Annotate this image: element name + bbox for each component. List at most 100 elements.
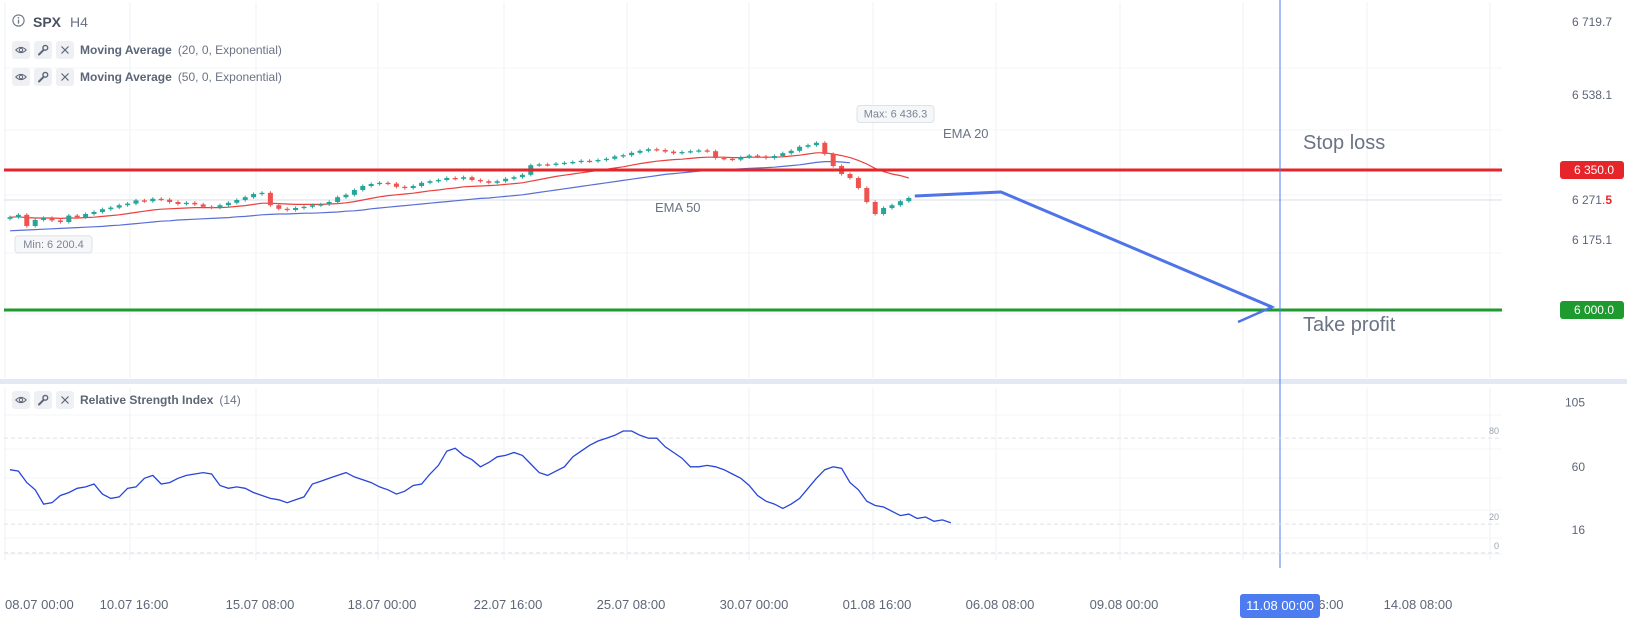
candle [7,217,13,219]
candle [242,197,248,200]
candle [763,156,769,158]
ema20-line [9,152,909,220]
candle [721,158,727,160]
wrench-icon[interactable] [34,391,52,409]
x-tick-label: 08.07 00:00 [5,597,74,612]
y-tick-label: 6 719.7 [1572,15,1612,29]
indicator-name: Relative Strength Index [80,393,214,407]
candle [897,201,903,206]
candle [141,200,147,202]
take-profit-price-tag: 6 000.0 [1574,303,1614,317]
current-price-label: 6 271.5 [1572,193,1612,207]
candle [805,145,811,147]
candle [830,154,836,166]
candle [822,142,828,154]
candle [679,152,685,154]
symbol-header: SPX H4 [12,13,88,31]
candle [293,208,299,210]
wrench-icon[interactable] [34,68,52,86]
candle [410,186,416,188]
candle [595,160,601,162]
ema50-label: EMA 50 [655,200,701,215]
candle [797,146,803,151]
candle [209,206,215,209]
rsi-level-label: 80 [1489,426,1499,436]
candle [561,162,567,165]
eye-icon[interactable] [12,391,30,409]
candle [587,160,593,163]
ema20-label: EMA 20 [943,126,989,141]
candle [729,158,735,161]
rsi-level-label: 0 [1494,541,1499,551]
x-tick-label: 22.07 16:00 [474,597,543,612]
candle [133,200,139,204]
eye-icon[interactable] [12,68,30,86]
candle [301,206,307,209]
candle [200,204,206,207]
candle [91,212,97,214]
min-label-box [14,235,93,254]
eye-icon[interactable] [12,41,30,59]
candle [603,158,609,161]
candle [351,190,357,195]
close-icon[interactable] [56,68,74,86]
candle [847,174,853,178]
indicator-legend-rsi: Relative Strength Index (14) [12,390,241,410]
wrench-icon[interactable] [34,41,52,59]
x-tick-label: 25.07 08:00 [597,597,666,612]
candle [713,151,719,158]
candle [889,205,895,208]
candle [696,150,702,152]
candle [32,220,38,226]
x-tick-label: 18.07 00:00 [348,597,417,612]
rsi-line [9,430,952,524]
candle [654,149,660,151]
candle [612,156,618,159]
indicator-params: (50, 0, Exponential) [177,70,282,84]
projection-arrow [914,190,1273,309]
candle [503,178,509,182]
info-icon[interactable] [12,14,25,30]
candle [477,180,483,182]
rsi-level-label: 20 [1489,512,1499,522]
candle [662,150,668,152]
candle [49,218,55,221]
x-tick-label: 30.07 00:00 [720,597,789,612]
y-tick-label: 6 538.1 [1572,88,1612,102]
candle [645,149,651,151]
crosshair-x-label: 11.08 00:00 [1246,598,1314,613]
candle [192,202,198,205]
candle [360,186,366,190]
candle [738,157,744,160]
candle [377,182,383,185]
timeframe-label: H4 [70,14,88,30]
candle [309,205,315,207]
candle [284,208,290,211]
candle [461,177,467,179]
close-icon[interactable] [56,391,74,409]
candle [318,204,324,206]
candle [276,205,282,209]
candle [788,150,794,154]
indicator-name: Moving Average [80,43,172,57]
candle [402,186,408,189]
candle [125,203,131,206]
candle [368,184,374,186]
close-icon[interactable] [56,41,74,59]
candle [780,153,786,156]
stop-loss-price-tag: 6 350.0 [1574,163,1614,177]
candle [494,181,500,183]
candle [570,162,576,164]
candle [74,215,80,218]
candle [511,177,517,179]
stop-loss-label: Stop loss [1303,132,1385,154]
candle [393,183,399,187]
indicator-name: Moving Average [80,70,172,84]
x-tick-label: 09.08 00:00 [1090,597,1159,612]
candle [881,208,887,214]
y-tick-label: 6 175.1 [1572,233,1612,247]
indicator-params: (14) [219,393,241,407]
candle [620,155,626,157]
candle [755,155,761,157]
